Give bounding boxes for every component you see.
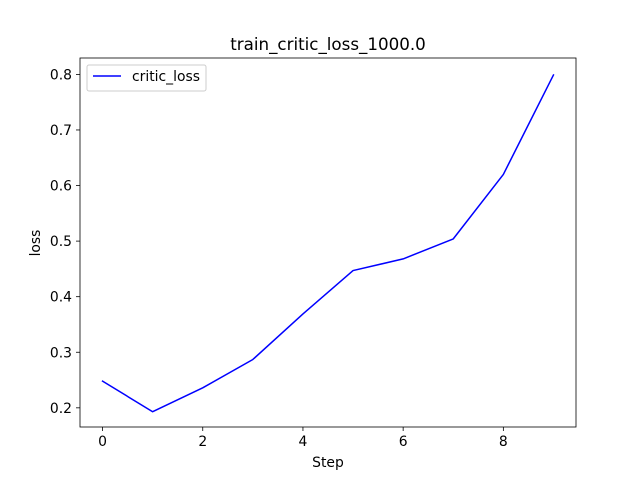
- plot-area: [101, 73, 555, 413]
- x-tick-label: 2: [198, 434, 207, 450]
- x-tick-label: 0: [98, 434, 107, 450]
- legend-label: critic_loss: [132, 69, 200, 85]
- y-axis: 0.2 0.3 0.4 0.5 0.6 0.7 0.8: [50, 67, 80, 417]
- y-axis-label: loss: [28, 230, 44, 257]
- legend-box: [86, 64, 207, 92]
- x-tick-label: 4: [299, 434, 308, 450]
- series-line-critic-loss: [101, 73, 555, 413]
- x-tick-label: 8: [499, 434, 508, 450]
- plot-frame: [79, 57, 577, 428]
- chart-title: train_critic_loss_1000.0: [230, 34, 426, 55]
- y-tick-label: 0.4: [50, 290, 72, 306]
- legend: critic_loss: [86, 64, 207, 92]
- y-tick-label: 0.3: [50, 345, 72, 361]
- y-tick-label: 0.8: [50, 67, 72, 83]
- x-axis-label: Step: [312, 455, 344, 471]
- y-tick-label: 0.5: [50, 234, 72, 250]
- x-axis: 0 2 4 6 8: [98, 427, 508, 450]
- y-tick-label: 0.6: [50, 179, 72, 195]
- y-tick-label: 0.2: [50, 401, 72, 417]
- x-tick-label: 6: [399, 434, 408, 450]
- y-tick-label: 0.7: [50, 123, 72, 139]
